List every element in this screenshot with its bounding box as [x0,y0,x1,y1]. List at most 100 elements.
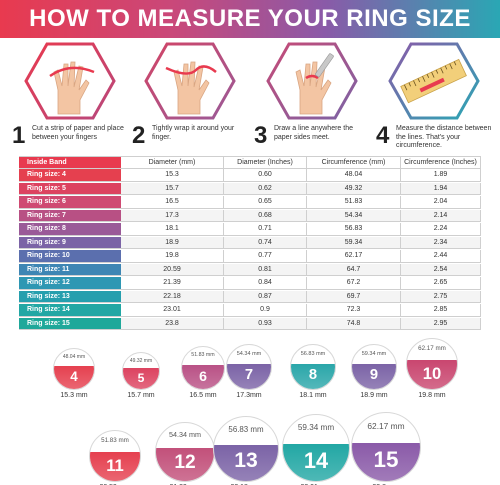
header-inside-band: Inside Band [19,156,121,169]
circumference-inches: 1.94 [401,182,481,196]
step-number: 4 [376,122,390,149]
step-number: 3 [254,122,268,149]
row-label: Ring size: 5 [19,182,121,196]
ring-size-number: 6 [199,368,207,385]
diameter-mm: 22.18 [121,290,224,304]
circumference-inches: 2.24 [401,223,481,236]
table-row: Ring size: 7 17.3 0.68 54.34 2.14 [19,209,481,223]
ring-size-table: Inside Band Diameter (mm) Diameter (Inch… [19,156,481,336]
ring-size-circle: 48.04 mm 4 15.3 mm [47,348,101,399]
circumference-inches: 2.54 [401,263,481,277]
table-header: Inside Band Diameter (mm) Diameter (Inch… [19,156,481,169]
diameter-inches: 0.74 [224,236,307,250]
diameter-mm: 17.3 [121,209,224,223]
circumference-inches: 1.89 [401,169,481,182]
diameter-inches: 0.62 [224,182,307,196]
diameter-mm: 23.01 [121,304,224,317]
row-label: Ring size: 9 [19,236,121,250]
circumference-inches: 2.75 [401,290,481,304]
row-label: Ring size: 6 [19,196,121,209]
ring-size-circle: 56.83 mm1322.18 mm [207,416,285,485]
ring-circle: 59.34 mm 14 [282,414,350,482]
circumference-mm: 67.2 [307,277,401,290]
ring-size-number: 11 [106,455,124,475]
ring-circle: 54.34 mm 7 [226,344,272,390]
diameter-mm: 23.8 [121,317,224,331]
ring-size-number: 14 [303,447,329,473]
circumference-inches: 2.85 [401,304,481,317]
ring-circumference-label: 62.17 mm [418,345,446,353]
diameter-inches: 0.77 [224,250,307,263]
step-number: 2 [132,122,146,149]
mark-line-hand-icon [266,42,358,120]
ring-circumference-label: 62.17 mm [367,421,405,432]
step-text: Cut a strip of paper and place between y… [32,125,124,141]
diameter-mm: 15.3 [121,169,224,182]
ring-fill [352,442,420,481]
circumference-mm: 62.17 [307,250,401,263]
table-row: Ring size: 6 16.5 0.65 51.83 2.04 [19,196,481,209]
ring-circumference-label: 48.04 mm [62,354,86,361]
header-diameter-inches: Diameter (Inches) [224,156,307,169]
ring-size-circle: 62.17 mm 10 19.8 mm [400,338,464,399]
step-number: 1 [12,122,26,149]
table-row: Ring size: 12 21.39 0.84 67.2 2.65 [19,277,481,290]
diameter-inches: 0.93 [224,317,307,331]
circumference-mm: 72.3 [307,304,401,317]
header-diameter-mm: Diameter (mm) [121,156,224,169]
ring-size-number: 5 [137,371,145,386]
row-label: Ring size: 8 [19,223,121,236]
diameter-inches: 0.71 [224,223,307,236]
ring-circumference-label: 54.34 mm [236,350,262,357]
ring-circle: 59.34 mm 9 [351,344,397,390]
diameter-mm: 21.39 [121,277,224,290]
diameter-inches: 0.9 [224,304,307,317]
diameter-mm: 15.7 [121,182,224,196]
step-2: 2 Tightly wrap it around your finger. [130,42,248,152]
diameter-inches: 0.84 [224,277,307,290]
ring-fill [214,444,278,481]
ring-circumference-label: 51.83 mm [191,352,215,359]
ring-size-number: 4 [70,369,78,385]
ring-circumference-label: 56.83 mm [300,350,326,357]
diameter-mm: 18.9 [121,236,224,250]
table-row: Ring size: 9 18.9 0.74 59.34 2.34 [19,236,481,250]
step-text: Tightly wrap it around your finger. [152,125,235,141]
step-text: Draw a line anywhere the paper sides mee… [274,125,353,141]
ring-size-circle: 59.34 mm1423.01 mm [276,414,356,485]
table-row: Ring size: 15 23.8 0.93 74.8 2.95 [19,317,481,331]
table-row: Ring size: 11 20.59 0.81 64.7 2.54 [19,263,481,277]
ring-size-circle: 59.34 mm 9 18.9 mm [345,344,403,399]
ring-circumference-label: 54.34 mm [169,430,201,440]
ring-size-number: 8 [308,367,318,384]
header-circumference-mm: Circumference (mm) [307,156,401,169]
ring-circumference-label: 49.32 mm [129,357,153,364]
circumference-mm: 56.83 [307,223,401,236]
title-banner: HOW TO MEASURE YOUR RING SIZE [0,0,500,38]
circumference-inches: 2.14 [401,209,481,223]
diameter-inches: 0.60 [224,169,307,182]
ring-size-number: 9 [369,367,379,384]
ring-size-number: 7 [244,367,254,384]
row-label: Ring size: 15 [19,317,121,331]
circumference-inches: 2.44 [401,250,481,263]
ring-size-circle: 56.83 mm 8 18.1 mm [284,344,342,399]
diameter-inches: 0.81 [224,263,307,277]
row-label: Ring size: 14 [19,304,121,317]
row-label: Ring size: 4 [19,169,121,182]
ring-size-circle: 51.83 mm 6 16.5 mm [175,346,231,399]
circumference-inches: 2.04 [401,196,481,209]
circumference-mm: 48.04 [307,169,401,182]
ring-size-number: 12 [174,451,196,473]
table-row: Ring size: 14 23.01 0.9 72.3 2.85 [19,304,481,317]
diameter-mm: 19.8 [121,250,224,263]
ring-diameter-label: 15.3 mm [60,392,88,399]
table-row: Ring size: 8 18.1 0.71 56.83 2.24 [19,223,481,236]
ring-fill [54,365,94,389]
paper-strip-hand-icon [24,42,116,120]
circumference-mm: 74.8 [307,317,401,331]
row-label: Ring size: 7 [19,209,121,223]
ring-circumference-label: 56.83 mm [228,424,264,434]
ring-diameter-label: 18.9 mm [360,392,388,399]
circumference-mm: 59.34 [307,236,401,250]
